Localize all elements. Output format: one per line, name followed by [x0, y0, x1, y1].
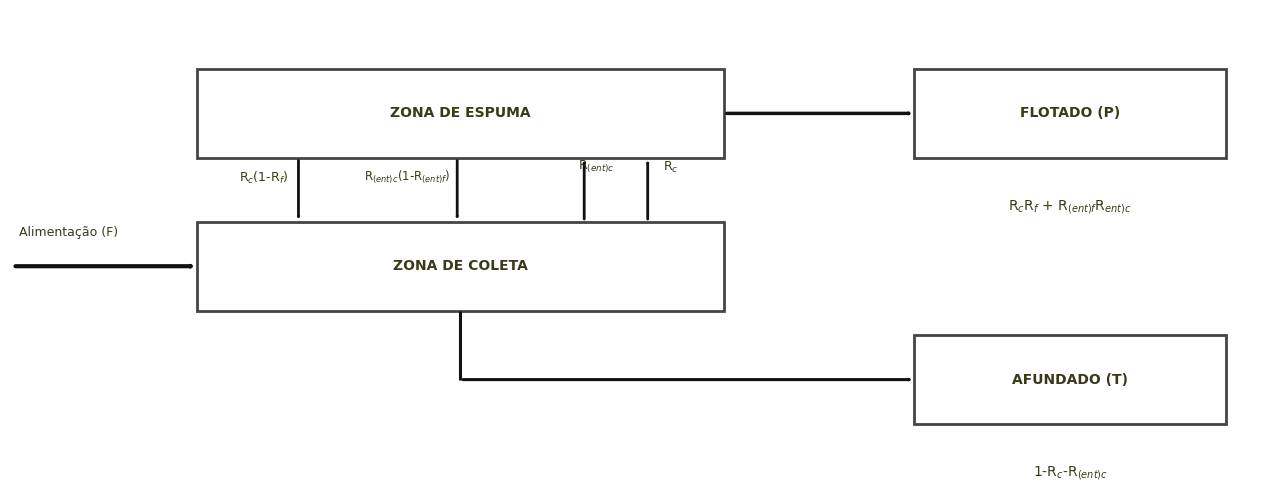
FancyBboxPatch shape [914, 335, 1226, 424]
Text: R$_{(ent)c}$: R$_{(ent)c}$ [578, 159, 615, 175]
FancyBboxPatch shape [197, 222, 724, 311]
Text: R$_c$R$_f$ + R$_{(ent)f}$R$_{ent)c}$: R$_c$R$_f$ + R$_{(ent)f}$R$_{ent)c}$ [1008, 198, 1132, 216]
Text: FLOTADO (P): FLOTADO (P) [1020, 106, 1120, 120]
Text: R$_{(ent)c}$(1-R$_{(ent)f}$): R$_{(ent)c}$(1-R$_{(ent)f}$) [364, 169, 451, 186]
Text: ZONA DE ESPUMA: ZONA DE ESPUMA [390, 106, 531, 120]
Text: Alimentação (F): Alimentação (F) [19, 226, 118, 239]
Text: R$_c$: R$_c$ [663, 160, 678, 175]
Text: R$_c$(1-R$_f$): R$_c$(1-R$_f$) [239, 170, 288, 185]
Text: ZONA DE COLETA: ZONA DE COLETA [392, 259, 528, 273]
Text: AFUNDADO (T): AFUNDADO (T) [1012, 373, 1128, 387]
Text: 1-R$_c$-R$_{(ent)c}$: 1-R$_c$-R$_{(ent)c}$ [1033, 464, 1107, 482]
FancyBboxPatch shape [914, 69, 1226, 158]
FancyBboxPatch shape [197, 69, 724, 158]
